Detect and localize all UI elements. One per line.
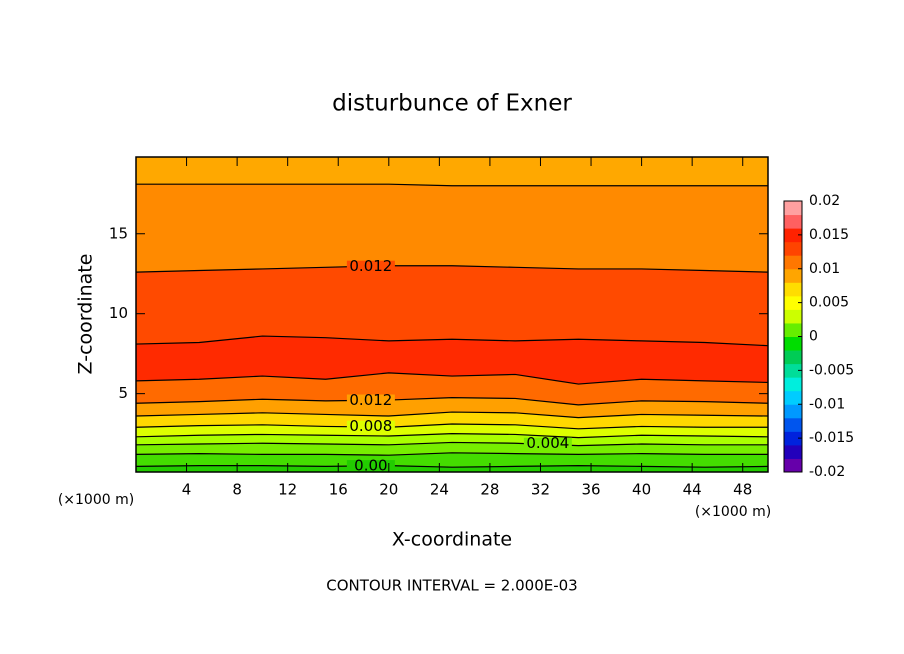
contour-line: [135, 441, 768, 447]
contour-label-gap: [523, 437, 572, 450]
contour-band: [136, 442, 768, 456]
colorbar-swatch: [784, 390, 802, 405]
colorbar-swatch: [784, 255, 802, 270]
x-tick-label: 16: [329, 481, 348, 499]
colorbar-swatch: [784, 268, 802, 283]
contour-line: [135, 423, 768, 430]
x-tick-label: 24: [430, 481, 449, 499]
y-tick-label: 10: [109, 304, 128, 322]
contour-line: [135, 465, 769, 468]
colorbar-swatch: [784, 431, 802, 446]
x-tick-label: 20: [379, 481, 398, 499]
contour-line: [135, 433, 769, 439]
contour-band: [136, 265, 768, 346]
colorbar-tick-label: 0.01: [809, 261, 840, 277]
contour-line: [135, 335, 769, 347]
contour-band: [136, 372, 768, 405]
contour-label: 0.004: [526, 434, 569, 452]
colorbar-tick-label: 0.02: [809, 193, 840, 209]
colorbar-swatch: [784, 404, 802, 419]
contour-label-gap: [346, 420, 395, 433]
contour-label-gap: [346, 260, 395, 273]
contour-line: [135, 411, 769, 419]
x-tick-label: 28: [480, 481, 499, 499]
contour-band: [136, 336, 768, 385]
colorbar-swatch: [784, 309, 802, 324]
x-tick-label: 4: [182, 481, 192, 499]
x-tick-label: 32: [531, 481, 550, 499]
x-tick-label: 44: [683, 481, 702, 499]
x-tick-label: 48: [733, 481, 752, 499]
colorbar-swatch: [784, 295, 802, 310]
x-tick-label: 36: [581, 481, 600, 499]
plot-frame: [135, 156, 769, 473]
colorbar-tick-label: -0.01: [809, 396, 845, 412]
colorbar-tick-label: 0.005: [809, 295, 849, 311]
colorbar-swatch: [784, 444, 802, 459]
contour-label-gap: [346, 460, 395, 473]
colorbar-swatch: [784, 350, 802, 365]
colorbar-swatch: [784, 201, 802, 216]
y-tick-label: 5: [118, 384, 128, 402]
contour-line: [135, 397, 769, 406]
x-tick-label: 40: [632, 481, 651, 499]
y-axis-label: Z-coordinate: [75, 254, 97, 375]
contour-line: [135, 265, 769, 273]
colorbar-tick-label: 0.015: [809, 227, 849, 243]
x-unit-left: (×1000 m): [58, 492, 134, 508]
colorbar-tick-label: -0.005: [809, 362, 854, 378]
colorbar-swatch: [784, 363, 802, 378]
colorbar-swatch: [784, 282, 802, 297]
colorbar-swatch: [784, 377, 802, 392]
contour-label: 0.008: [349, 417, 392, 435]
colorbar-tick-label: 0: [809, 329, 818, 345]
contour-line: [136, 183, 768, 187]
colorbar-tick-label: -0.015: [809, 430, 854, 446]
footer: CONTOUR INTERVAL = 2.000E-03: [326, 577, 577, 595]
colorbar-swatch: [784, 241, 802, 256]
x-unit-right: (×1000 m): [695, 504, 771, 520]
contour-line: [135, 372, 769, 385]
colorbar-swatch: [784, 336, 802, 351]
contour-band: [136, 452, 768, 468]
colorbar-swatch: [784, 417, 802, 432]
contour-band: [136, 184, 768, 273]
contour-band: [136, 397, 768, 418]
colorbar-swatch: [784, 322, 802, 337]
contour-label: 0.00: [354, 457, 387, 475]
colorbar-tick-label: -0.02: [809, 464, 845, 480]
x-tick-label: 12: [278, 481, 297, 499]
contour-label: 0.012: [349, 257, 392, 275]
contour-band: [136, 157, 768, 186]
colorbar-swatch: [784, 228, 802, 243]
x-tick-label: 8: [232, 481, 242, 499]
colorbar-swatch: [784, 458, 802, 473]
colorbar-swatch: [784, 214, 802, 229]
y-tick-label: 15: [109, 224, 128, 242]
contour-label-gap: [346, 394, 395, 407]
chart-title: disturbunce of Exner: [332, 91, 572, 117]
contour-line: [135, 452, 768, 456]
contour-label: 0.012: [349, 391, 392, 409]
contour-band: [136, 465, 768, 472]
x-axis-label: X-coordinate: [392, 529, 512, 551]
